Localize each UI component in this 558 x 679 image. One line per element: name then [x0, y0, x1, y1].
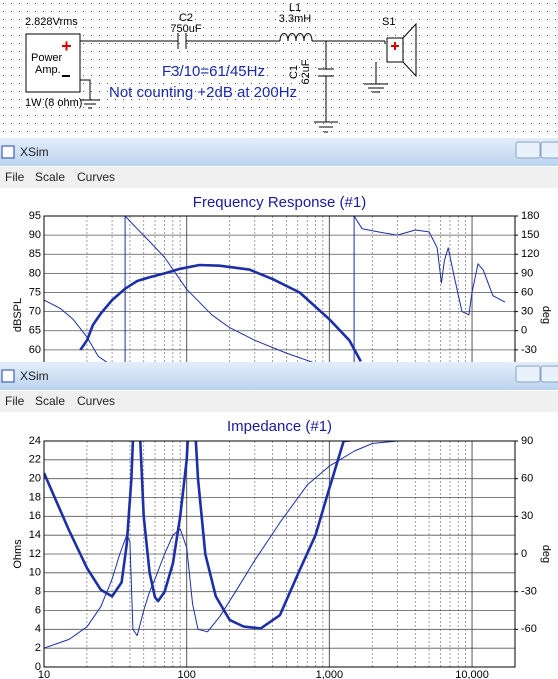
menu-item[interactable]: File [5, 394, 25, 408]
y2-tick-label: 0 [521, 548, 527, 560]
chart-title: Impedance (#1) [227, 418, 332, 435]
y-tick-label: 8 [35, 586, 41, 598]
y2-tick-label: 90 [521, 267, 533, 279]
window-title: XSim [20, 369, 49, 383]
x-tick-label: 10 [38, 669, 50, 679]
capacitor-c1 [314, 41, 338, 133]
speaker-plus [391, 42, 399, 50]
l1-value: 3.3mH [279, 13, 311, 25]
y-axis-label: dBSPL [12, 298, 24, 332]
l1-name: L1 [289, 2, 301, 14]
y-tick-label: 95 [29, 210, 41, 222]
schematic: 2.828Vrms Power Amp. 1W (8 ohm) C2 750uF… [0, 0, 558, 137]
y2-tick-label: 150 [521, 229, 539, 241]
maximize-button[interactable] [540, 365, 558, 383]
y-tick-label: 18 [29, 491, 41, 503]
menu-item[interactable]: Curves [77, 394, 115, 408]
minimize-button[interactable] [515, 365, 541, 383]
x-tick-label: 10,000 [455, 669, 489, 679]
title-bar [0, 362, 558, 390]
y-tick-label: 80 [29, 267, 41, 279]
y2-tick-label: 120 [521, 248, 539, 260]
y2-tick-label: 180 [521, 210, 539, 222]
x-tick-label: 100 [178, 669, 196, 679]
plot-frame [43, 440, 516, 668]
y-tick-label: 22 [29, 454, 41, 466]
menu-item[interactable]: Scale [35, 394, 65, 408]
source-voltage: 2.828Vrms [25, 16, 78, 28]
amp-label: Power [31, 52, 63, 64]
y2-tick-label: 30 [521, 306, 533, 318]
y-axis-label: Ohms [12, 539, 24, 569]
inductor-l1 [279, 33, 313, 42]
title-bar [0, 138, 558, 166]
y-tick-label: 20 [29, 473, 41, 485]
maximize-button[interactable] [540, 141, 558, 159]
plus-sign [62, 41, 71, 51]
y2-tick-label: 60 [521, 473, 533, 485]
capacitor-c2 [177, 33, 187, 49]
app-icon [1, 145, 15, 159]
y-tick-label: 85 [29, 248, 41, 260]
window: XSim File Scale Curves Impedance (#1) 10 1… [0, 362, 558, 679]
y-tick-label: 24 [29, 435, 41, 447]
c1-name: C1 [288, 65, 300, 79]
y-tick-label: 10 [29, 567, 41, 579]
y2-tick-label: 90 [521, 435, 533, 447]
y-tick-label: 70 [29, 306, 41, 318]
speaker-cone [364, 22, 417, 93]
curve [79, 263, 362, 363]
c1-value: 62uF [300, 59, 312, 84]
schematic-grid [0, 0, 558, 137]
y2-tick-label: 30 [521, 510, 533, 522]
y2-axis-label: deg [540, 306, 552, 324]
menu-item[interactable]: Scale [35, 170, 65, 184]
y-tick-label: 90 [29, 229, 41, 241]
y-tick-label: 16 [29, 510, 41, 522]
window: XSim File Scale Curves Frequency Respons… [0, 138, 558, 383]
y2-tick-label: 0 [521, 325, 527, 337]
curve [44, 441, 358, 630]
chart-title: Frequency Response (#1) [193, 194, 366, 211]
y-tick-label: 14 [29, 529, 41, 541]
c2-value: 750uF [170, 23, 201, 35]
y-tick-label: 4 [35, 623, 41, 635]
curve [44, 441, 398, 649]
c2-name: C2 [179, 12, 193, 24]
y-tick-label: 12 [29, 548, 41, 560]
x-tick-label: 1,000 [316, 669, 344, 679]
window-title: XSim [20, 145, 49, 159]
app-icon [1, 369, 15, 383]
menu-bar [0, 167, 558, 188]
amp-box [25, 33, 81, 93]
note: F3/10=61/45Hz [162, 63, 265, 80]
y2-tick-label: -60 [521, 623, 537, 635]
y-tick-label: 2 [35, 642, 41, 654]
menu-bar [0, 391, 558, 412]
y2-tick-label: -30 [521, 586, 537, 598]
chart: Impedance (#1)10 100 1,000 10,0000246810121… [12, 418, 552, 679]
y-tick-label: 0 [35, 661, 41, 673]
y2-tick-label: 60 [521, 286, 533, 298]
y2-tick-label: -30 [521, 344, 537, 356]
y2-axis-label: deg [540, 545, 552, 563]
wires [80, 40, 385, 109]
note: Not counting +2dB at 200Hz [109, 84, 297, 101]
speaker-name: S1 [382, 16, 395, 28]
amp-label: Amp. [35, 64, 61, 76]
menu-item[interactable]: File [5, 170, 25, 184]
y-tick-label: 6 [35, 604, 41, 616]
y-tick-label: 75 [29, 286, 41, 298]
menu-item[interactable]: Curves [77, 170, 115, 184]
load-label: 1W (8 ohm) [25, 97, 82, 109]
y-tick-label: 65 [29, 325, 41, 337]
window-bg [0, 362, 558, 679]
y-tick-label: 60 [29, 344, 41, 356]
minimize-button[interactable] [515, 141, 541, 159]
